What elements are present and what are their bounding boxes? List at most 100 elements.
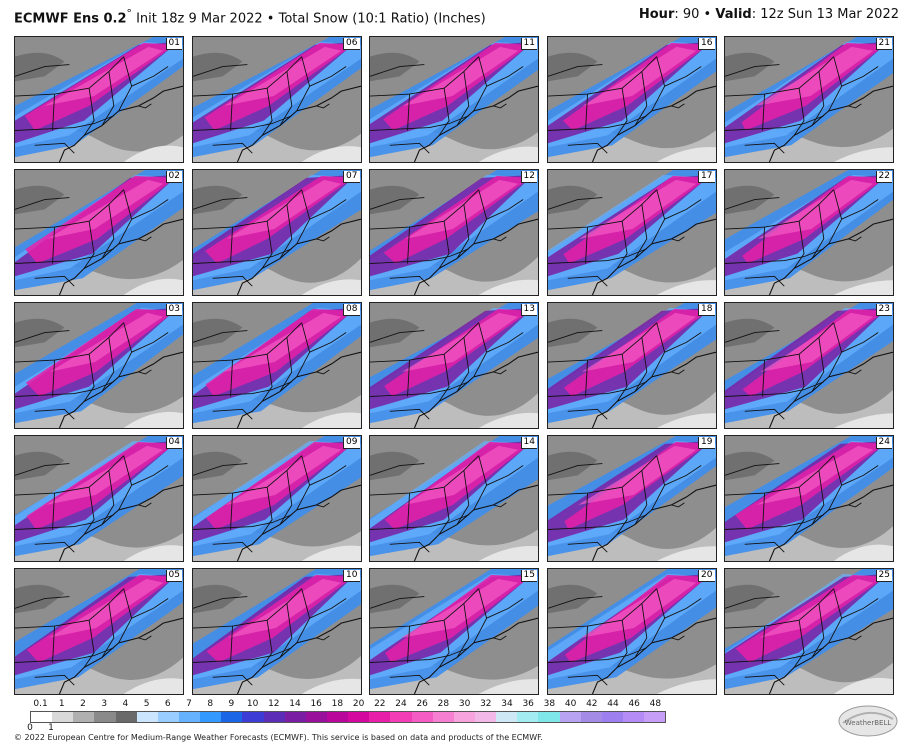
scale-label: 10 (246, 699, 259, 709)
member-number: 19 (698, 437, 715, 449)
scale-label: 0.1 (33, 699, 48, 709)
scale-swatch (411, 712, 433, 722)
scale-swatch (474, 712, 497, 722)
scale-label: 6 (164, 699, 171, 709)
scale-bottom-label: 1 (48, 723, 54, 733)
ensemble-member-panel: 15 (369, 568, 539, 695)
scale-swatch (242, 712, 264, 722)
member-number: 05 (165, 570, 182, 582)
member-number: 23 (875, 304, 892, 316)
ensemble-member-panel: 04 (14, 435, 184, 562)
member-number: 13 (520, 304, 537, 316)
scale-label: 8 (207, 699, 214, 709)
scale-label: 40 (564, 699, 577, 709)
ensemble-member-panel: 20 (546, 568, 717, 695)
degree-symbol: ° (126, 7, 132, 20)
scale-swatch (453, 712, 475, 722)
scale-swatch (115, 712, 137, 722)
scale-label: 16 (310, 699, 322, 709)
ensemble-member-panel: 11 (369, 36, 539, 163)
scale-label: 22 (374, 699, 386, 709)
scale-label: 46 (628, 699, 640, 709)
color-scale-bar (30, 711, 666, 723)
ensemble-member-panel: 21 (724, 36, 894, 163)
scale-label: 48 (649, 699, 662, 709)
header-title: ECMWF Ens 0.2° Init 18z 9 Mar 2022 • Tot… (14, 7, 486, 26)
scale-swatch (580, 712, 602, 722)
snowfall-map (15, 37, 183, 162)
snowfall-map (192, 569, 361, 694)
member-number: 18 (698, 304, 715, 316)
valid-label: Valid (715, 7, 752, 22)
scale-label: 28 (437, 699, 450, 709)
snowfall-map (547, 569, 716, 694)
scale-swatch (348, 712, 370, 722)
member-grid: 01 06 11 16 21 02 07 12 17 22 03 08 13 18 23 04 09 14 19 24… (14, 36, 899, 695)
ensemble-member-panel: 14 (369, 435, 539, 562)
ensemble-member-panel: 05 (14, 568, 184, 695)
scale-label: 36 (522, 699, 534, 709)
member-number: 14 (520, 437, 537, 449)
scale-label: 7 (186, 699, 192, 709)
scale-swatch (157, 712, 179, 722)
member-number: 17 (698, 171, 715, 183)
snowfall-map (725, 569, 893, 694)
scale-swatch (263, 712, 285, 722)
init-time: Init 18z 9 Mar 2022 (131, 11, 263, 27)
chart-header: ECMWF Ens 0.2° Init 18z 9 Mar 2022 • Tot… (14, 7, 899, 29)
member-number: 04 (165, 437, 182, 449)
member-number: 03 (165, 304, 182, 316)
weatherbell-logo: WeatherBELL (837, 703, 899, 739)
scale-label: 30 (458, 699, 471, 709)
member-number: 15 (520, 570, 537, 582)
scale-swatch (73, 712, 95, 722)
snowfall-map (192, 303, 361, 428)
hour-label: Hour (638, 7, 675, 22)
snowfall-map (15, 569, 183, 694)
scale-swatch (200, 712, 222, 722)
scale-label: 14 (289, 699, 301, 709)
svg-text:WeatherBELL: WeatherBELL (845, 719, 892, 727)
scale-swatch (390, 712, 412, 722)
scale-label: 4 (122, 699, 129, 709)
member-number: 06 (343, 38, 360, 50)
scale-label: 26 (416, 699, 428, 709)
scale-swatch (221, 712, 243, 722)
scale-swatch (326, 712, 349, 722)
member-number: 21 (875, 38, 892, 50)
ensemble-member-panel: 17 (546, 169, 717, 296)
member-number: 24 (875, 437, 892, 449)
member-number: 25 (875, 570, 892, 582)
scale-swatch (622, 712, 645, 722)
scale-bottom-label: 0 (27, 723, 33, 733)
scale-label: 44 (607, 699, 619, 709)
scale-swatch (644, 712, 666, 722)
scale-label: 5 (143, 699, 150, 709)
scale-swatch (369, 712, 391, 722)
ensemble-member-panel: 12 (369, 169, 539, 296)
scale-label: 38 (543, 699, 556, 709)
snowfall-map (725, 303, 893, 428)
snowfall-map (15, 436, 183, 561)
snowfall-map (547, 37, 716, 162)
scale-label: 42 (586, 699, 598, 709)
scale-swatch (517, 712, 539, 722)
snowfall-map (370, 303, 538, 428)
snowfall-map (370, 170, 538, 295)
snowfall-map (370, 569, 538, 694)
ensemble-member-panel: 06 (191, 36, 362, 163)
scale-label: 2 (80, 699, 86, 709)
snowfall-map (192, 170, 361, 295)
hour-value: : 90 • (674, 7, 716, 22)
snowfall-map (15, 170, 183, 295)
ensemble-member-panel: 10 (191, 568, 362, 695)
scale-swatch (601, 712, 623, 722)
snowfall-map (370, 436, 538, 561)
member-number: 08 (343, 304, 360, 316)
ensemble-member-panel: 16 (546, 36, 717, 163)
snowfall-map (725, 436, 893, 561)
scale-label: 18 (331, 699, 344, 709)
scale-swatch (538, 712, 560, 722)
snowfall-map (547, 303, 716, 428)
ensemble-member-panel: 02 (14, 169, 184, 296)
